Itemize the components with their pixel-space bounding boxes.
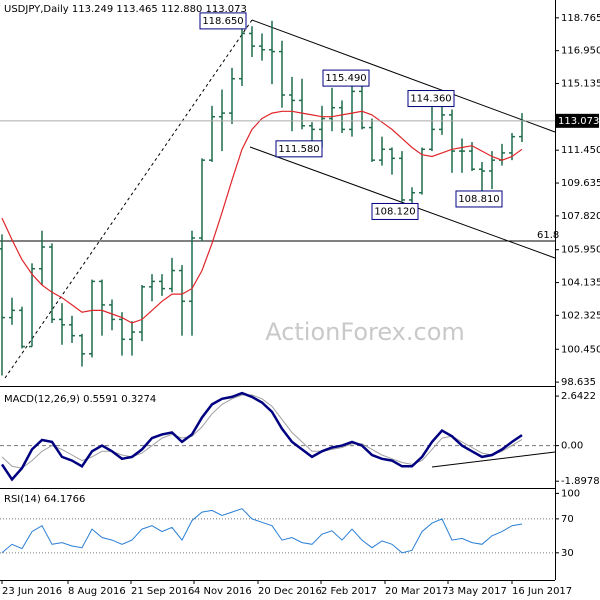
y-tick-label: 100	[561, 488, 580, 499]
indicator-line	[1, 508, 523, 554]
y-tick-label: 118.765	[561, 13, 600, 24]
annotation-box	[371, 202, 419, 220]
annotation-box	[407, 90, 455, 108]
last-price-label: 113.073	[558, 116, 599, 127]
chart-title: USDJPY,Daily 113.249 113.465 112.880 113…	[4, 4, 247, 15]
x-tick-label: 3 May 2017	[448, 586, 507, 597]
annotation-label: 108.120	[374, 206, 415, 217]
annotation-label: 114.360	[410, 94, 451, 105]
annotation-label: 118.650	[202, 16, 243, 27]
x-tick-label: 2 Feb 2017	[321, 586, 377, 597]
indicator-line	[0, 391, 523, 482]
x-tick-label: 20 Mar 2017	[385, 586, 448, 597]
annotation-box	[199, 12, 247, 30]
annotation-label: 108.810	[458, 194, 499, 205]
x-tick-label: 8 Aug 2016	[68, 586, 126, 597]
y-tick-label: 107.820	[561, 211, 600, 222]
channel-line	[249, 146, 556, 259]
x-tick-label: 4 Nov 2016	[194, 586, 252, 597]
panel-title: MACD(12,26,9) 0.5591 0.3274	[4, 394, 156, 405]
y-tick-label: 0.00	[561, 441, 583, 452]
y-tick-label: 100.450	[561, 344, 600, 355]
y-tick-label: 2.6422	[561, 391, 596, 402]
y-tick-label: 109.635	[561, 178, 600, 189]
x-tick-label: 16 Jun 2017	[512, 586, 572, 597]
annotation-box	[455, 190, 503, 208]
x-tick-label: 23 Jun 2016	[2, 586, 62, 597]
x-tick-label: 21 Sep 2016	[131, 586, 194, 597]
last-price-box	[556, 113, 599, 128]
annotation-label: 115.490	[325, 73, 366, 84]
y-tick-label: 104.135	[561, 278, 600, 289]
y-tick-label: 70	[561, 514, 574, 525]
x-tick-label: 20 Dec 2016	[258, 586, 322, 597]
annotation-label: 111.580	[278, 144, 319, 155]
y-tick-label: 102.325	[561, 310, 600, 321]
fib-trendline	[4, 19, 253, 379]
y-tick-label: 105.950	[561, 245, 600, 256]
moving-average	[1, 110, 523, 324]
y-tick-label: 111.450	[561, 145, 600, 156]
watermark: ActionForex.com	[265, 318, 465, 346]
fib-label: 61.8	[537, 230, 559, 241]
channel-line	[251, 19, 556, 133]
y-tick-label: 115.135	[561, 79, 600, 90]
y-tick-label: 116.950	[561, 46, 600, 57]
annotation-box	[322, 69, 370, 87]
y-tick-label: 98.635	[561, 377, 596, 388]
y-tick-label: 30	[561, 548, 574, 559]
panel-title: RSI(14) 64.1766	[4, 494, 85, 505]
annotation-box	[275, 140, 323, 158]
y-tick-label: -1.8978	[561, 476, 600, 487]
macd-trendline	[431, 451, 556, 468]
